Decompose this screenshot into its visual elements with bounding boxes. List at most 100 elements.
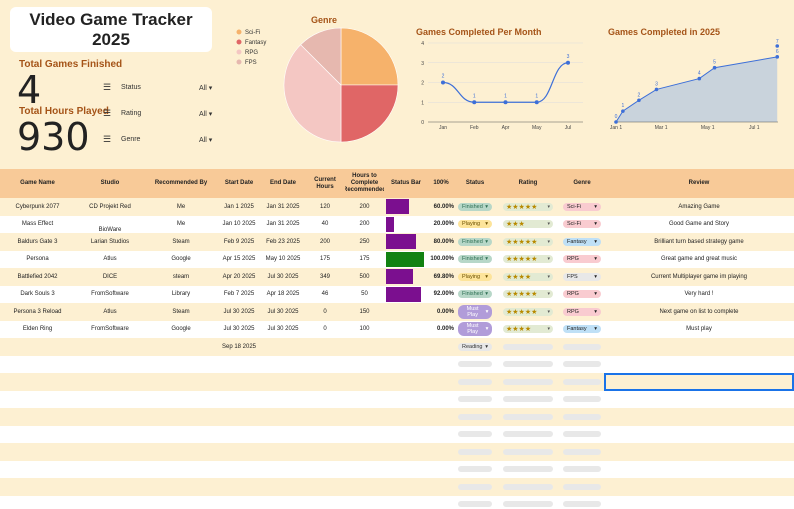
genre-cell[interactable]: Sci-Fi ▾	[560, 216, 604, 234]
start-date-cell[interactable]: Sep 18 2025	[221, 343, 257, 350]
empty-cell[interactable]	[0, 478, 75, 496]
empty-cell[interactable]	[384, 443, 428, 461]
empty-cell[interactable]	[305, 356, 345, 374]
recommended-by-cell[interactable]: Google	[171, 256, 191, 263]
status-bar-cell[interactable]	[384, 251, 428, 269]
empty-cell[interactable]	[428, 443, 454, 461]
empty-cell[interactable]	[145, 408, 217, 426]
empty-cell[interactable]	[0, 461, 75, 479]
genre-dropdown[interactable]	[563, 361, 601, 368]
empty-cell[interactable]	[261, 478, 305, 496]
empty-cell[interactable]	[145, 373, 217, 391]
game-name-cell[interactable]	[0, 338, 75, 356]
hours-to-complete-cell[interactable]: 500	[359, 273, 370, 280]
empty-cell[interactable]	[145, 443, 217, 461]
status-cell[interactable]: Reading ▾	[454, 338, 496, 356]
rating-cell[interactable]: ★★★ ▾	[496, 216, 560, 234]
status-bar-cell[interactable]	[384, 321, 428, 339]
game-name-cell[interactable]: Mass Effect	[21, 221, 54, 228]
empty-cell[interactable]	[384, 373, 428, 391]
empty-cell[interactable]	[560, 461, 604, 479]
empty-cell[interactable]	[384, 496, 428, 509]
review-cell[interactable]: Current Multiplayer game im playing	[650, 273, 748, 280]
rating-dropdown[interactable]	[503, 466, 553, 473]
rating-cell[interactable]	[496, 338, 560, 356]
rating-dropdown[interactable]	[503, 396, 553, 403]
status-bar-cell[interactable]	[384, 268, 428, 286]
genre-dropdown[interactable]: RPG ▾	[563, 255, 601, 264]
game-name-cell[interactable]: Persona 3 Reload	[13, 308, 62, 315]
empty-cell[interactable]	[305, 496, 345, 509]
review-cell[interactable]: Amazing Game	[678, 203, 720, 210]
rating-dropdown[interactable]	[503, 448, 553, 455]
status-dropdown[interactable]: Finished ▾	[458, 237, 492, 246]
end-date-cell[interactable]: Jul 30 2025	[267, 273, 299, 280]
end-date-cell[interactable]: Apr 18 2025	[266, 291, 300, 298]
empty-cell[interactable]	[217, 478, 261, 496]
empty-cell[interactable]	[454, 496, 496, 509]
percent-cell[interactable]: 60.00%	[433, 203, 454, 210]
empty-cell[interactable]	[261, 426, 305, 444]
empty-cell[interactable]	[496, 426, 560, 444]
empty-cell[interactable]	[345, 356, 384, 374]
rating-dropdown[interactable]: ★★★★★ ▾	[503, 255, 553, 264]
hours-to-complete-cell[interactable]: 100	[359, 326, 370, 333]
percent-cell[interactable]: 100.00%	[430, 256, 454, 263]
filter-status-value[interactable]: All ▾	[199, 84, 212, 92]
empty-cell[interactable]	[496, 496, 560, 509]
empty-cell[interactable]	[217, 356, 261, 374]
empty-cell[interactable]	[604, 461, 794, 479]
empty-cell[interactable]	[428, 373, 454, 391]
status-dropdown[interactable]: Finished ▾	[458, 290, 492, 299]
status-dropdown[interactable]	[458, 431, 492, 438]
empty-cell[interactable]	[345, 461, 384, 479]
rating-cell[interactable]: ★★★★ ▾	[496, 321, 560, 339]
empty-cell[interactable]	[428, 496, 454, 509]
end-date-cell[interactable]: Jul 30 2025	[267, 308, 299, 315]
empty-cell[interactable]	[604, 391, 794, 409]
studio-cell[interactable]: CD Projekt Red	[89, 203, 131, 210]
hours-to-complete-cell[interactable]: 200	[359, 203, 370, 210]
studio-cell[interactable]: FromSoftware	[91, 291, 129, 298]
empty-cell[interactable]	[384, 356, 428, 374]
empty-cell[interactable]	[496, 356, 560, 374]
empty-cell[interactable]	[305, 443, 345, 461]
filter-genre[interactable]: ☰ Genre	[103, 134, 140, 145]
review-cell[interactable]: Brilliant turn based strategy game	[654, 238, 744, 245]
recommended-by-cell[interactable]: Steam	[172, 238, 190, 245]
recommended-by-cell[interactable]: Me	[176, 221, 186, 228]
review-cell[interactable]: Must play	[686, 326, 712, 333]
empty-cell[interactable]	[261, 373, 305, 391]
game-name-cell[interactable]: Dark Souls 3	[20, 291, 55, 298]
empty-cell[interactable]	[345, 443, 384, 461]
hours-to-complete-cell[interactable]: 175	[359, 256, 370, 263]
start-date-cell[interactable]: Feb 7 2025	[223, 291, 255, 298]
current-hours-cell[interactable]: 200	[319, 238, 330, 245]
status-cell[interactable]: Playing ▾	[454, 268, 496, 286]
empty-cell[interactable]	[560, 496, 604, 509]
game-name-cell[interactable]: Cyberpunk 2077	[15, 203, 60, 210]
game-name-cell[interactable]: Elden Ring	[22, 326, 53, 333]
empty-cell[interactable]	[0, 443, 75, 461]
empty-cell[interactable]	[428, 426, 454, 444]
empty-cell[interactable]	[428, 356, 454, 374]
start-date-cell[interactable]: Apr 20 2025	[222, 273, 256, 280]
end-date-cell[interactable]: Feb 23 2025	[266, 238, 300, 245]
empty-cell[interactable]	[428, 408, 454, 426]
current-hours-cell[interactable]: 175	[319, 256, 330, 263]
studio-cell[interactable]: Atlus	[103, 256, 117, 263]
empty-cell[interactable]	[0, 408, 75, 426]
status-dropdown[interactable]	[458, 361, 492, 368]
empty-cell[interactable]	[560, 478, 604, 496]
empty-cell[interactable]	[560, 373, 604, 391]
empty-cell[interactable]	[384, 426, 428, 444]
empty-cell[interactable]	[261, 408, 305, 426]
empty-cell[interactable]	[75, 391, 145, 409]
genre-dropdown[interactable]	[563, 431, 601, 438]
studio-cell[interactable]: FromSoftware	[91, 326, 129, 333]
empty-cell[interactable]	[604, 373, 794, 391]
status-cell[interactable]: Finished ▾	[454, 198, 496, 216]
empty-cell[interactable]	[0, 426, 75, 444]
status-dropdown[interactable]: Playing ▾	[458, 272, 492, 281]
empty-cell[interactable]	[305, 478, 345, 496]
